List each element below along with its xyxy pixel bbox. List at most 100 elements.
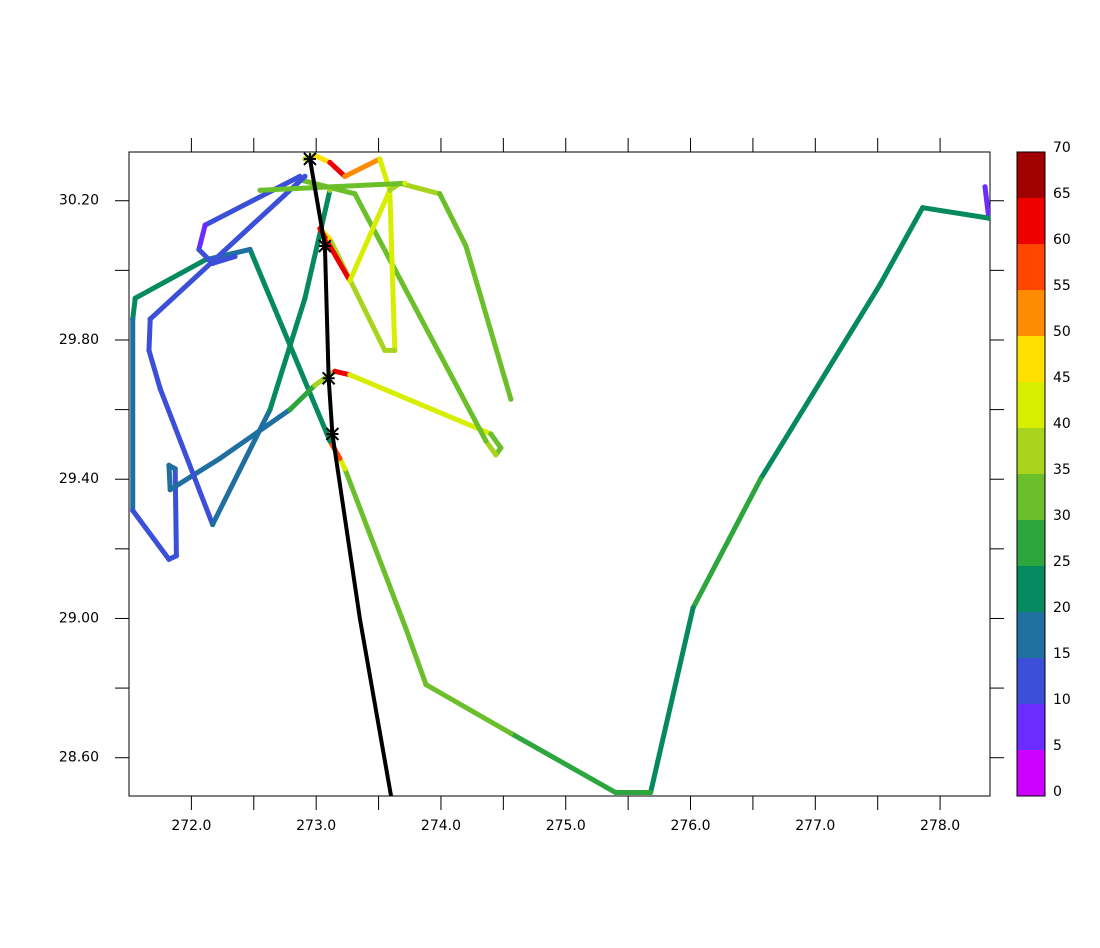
track-point	[132, 295, 138, 301]
track-point	[167, 487, 173, 493]
track-point	[166, 556, 172, 562]
track-segment	[312, 152, 333, 165]
track-point	[982, 184, 988, 190]
track-segment	[302, 187, 333, 301]
track-segment	[327, 159, 348, 179]
plot-area	[130, 152, 990, 796]
x-tick-label: 274.0	[421, 818, 461, 834]
track-point	[166, 462, 172, 468]
track-segment	[757, 281, 883, 482]
track-point	[130, 507, 136, 514]
track-point	[403, 626, 409, 632]
colorbar-label: 55	[1053, 278, 1071, 294]
colorbar-bin	[1017, 474, 1045, 520]
colorbar-bin	[1017, 566, 1045, 612]
track-point	[312, 382, 318, 388]
track-point	[172, 466, 178, 472]
track-point	[347, 372, 353, 378]
x-tick-label: 272.0	[171, 818, 211, 834]
x-tick-label: 277.0	[795, 818, 835, 834]
colorbar-bin	[1017, 750, 1045, 796]
colorbar-bin	[1017, 152, 1045, 198]
track-segment	[287, 382, 318, 413]
track-segment	[483, 438, 499, 458]
track-point	[437, 191, 443, 197]
track-point	[986, 215, 990, 221]
track-point	[217, 455, 223, 461]
track-segment	[166, 462, 173, 493]
colorbar-label: 25	[1053, 554, 1071, 570]
track-segment	[347, 372, 494, 437]
track-segment	[196, 222, 208, 252]
track-segment	[267, 295, 308, 413]
track-point	[257, 187, 263, 193]
track-segment	[130, 508, 172, 562]
track-point	[287, 407, 293, 413]
colorbar-label: 45	[1053, 370, 1071, 386]
x-tick-label: 276.0	[670, 818, 710, 834]
track-point	[146, 347, 152, 354]
track-point	[267, 407, 273, 413]
track-point	[157, 386, 163, 392]
track-segment	[146, 347, 163, 392]
colorbar-label: 15	[1053, 646, 1071, 662]
track-point	[508, 730, 514, 736]
y-tick-label: 30.20	[59, 193, 99, 209]
track-point	[423, 682, 429, 688]
track-segment	[423, 682, 514, 736]
plot-frame	[128, 151, 991, 797]
colorbar-label: 70	[1053, 140, 1071, 156]
track-segment	[488, 431, 504, 451]
track-point	[757, 476, 764, 482]
track-point	[387, 187, 393, 193]
track-segment	[342, 156, 383, 179]
track-segment	[352, 191, 489, 444]
track-point	[352, 191, 358, 197]
track-point	[377, 156, 383, 162]
track-point	[130, 316, 136, 322]
colorbar-bin	[1017, 336, 1045, 382]
x-tick-label: 273.0	[296, 818, 336, 834]
colorbar-bin	[1017, 244, 1045, 290]
track-point	[498, 445, 504, 451]
track-point	[690, 605, 696, 611]
track-point	[647, 789, 654, 796]
track-segment	[132, 257, 208, 301]
track-point	[337, 455, 343, 461]
track-segment	[172, 466, 179, 559]
colorbar-bin	[1017, 704, 1045, 750]
track-segment	[690, 476, 763, 611]
track-point	[173, 553, 180, 559]
track-point	[877, 281, 883, 287]
track-point	[342, 173, 348, 179]
track-point	[232, 253, 238, 260]
colorbar-label: 20	[1053, 600, 1071, 616]
colorbar-label: 50	[1053, 324, 1071, 340]
track-point	[302, 295, 308, 301]
colorbar-label: 40	[1053, 416, 1071, 432]
track-point	[463, 243, 469, 249]
track-segment	[257, 180, 408, 193]
track-segment	[342, 466, 409, 632]
track-point	[202, 222, 208, 228]
y-tick-label: 29.80	[59, 332, 99, 348]
track-point	[508, 396, 514, 402]
colorbar-label: 65	[1053, 186, 1071, 202]
track-segment	[982, 184, 990, 221]
track-segment	[508, 730, 619, 796]
colorbar-label: 10	[1053, 692, 1071, 708]
track-segment	[130, 295, 138, 322]
track-point	[392, 347, 398, 354]
track-segment	[217, 407, 293, 461]
colorbar-bin	[1017, 428, 1045, 474]
track-point	[402, 180, 408, 186]
track-point	[302, 173, 308, 179]
y-tick-label: 29.00	[59, 610, 99, 626]
reference-marker	[318, 239, 332, 253]
track-segment	[463, 243, 514, 402]
track-segment	[648, 605, 696, 796]
x-tick-label: 278.0	[920, 818, 960, 834]
colorbar-bin	[1017, 290, 1045, 336]
colorbar-bin	[1017, 198, 1045, 244]
